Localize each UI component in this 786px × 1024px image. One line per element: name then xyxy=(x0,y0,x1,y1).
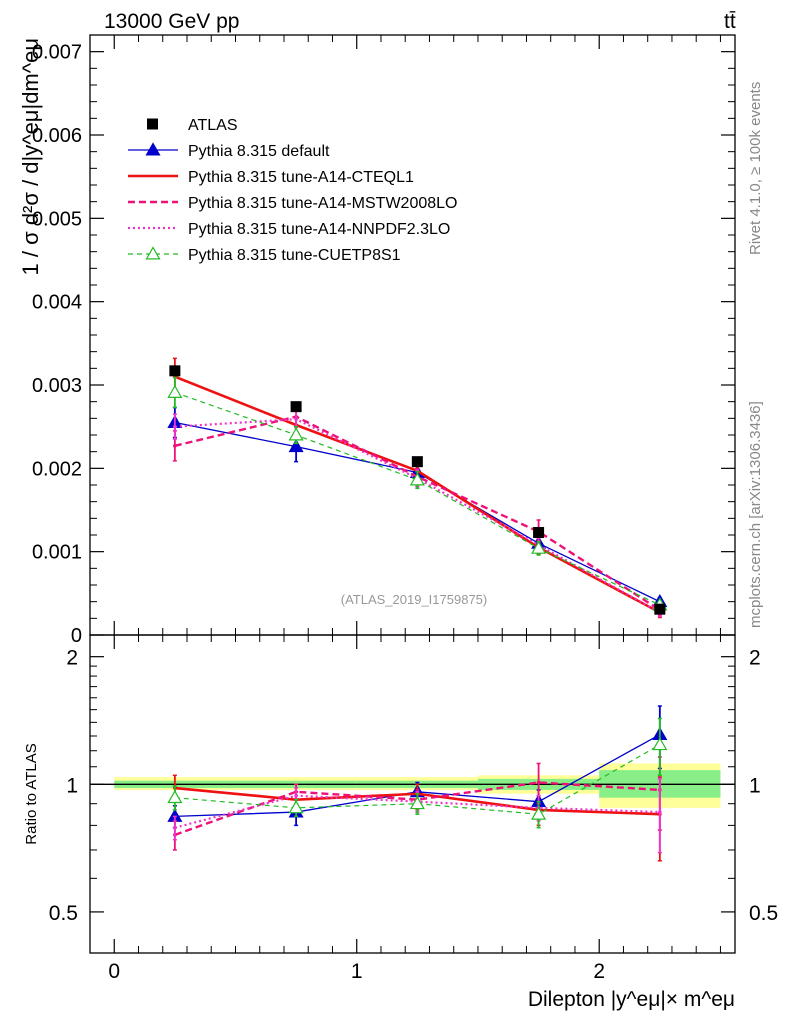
rivet-label: Rivet 4.1.0, ≥ 100k events xyxy=(747,82,764,255)
ratio-series-3-point xyxy=(173,825,177,830)
main-series-0-point xyxy=(288,438,304,453)
main-y-tick-label: 0.005 xyxy=(32,208,82,230)
ratio-y-tick-label-right: 2 xyxy=(749,647,761,670)
analysis-id: (ATLAS_2019_I1759875) xyxy=(341,592,487,607)
ratio-panel: 0.5 0.5 1 1 2 2 0 1 2 Ratio to ATLAS Dilepton |y… xyxy=(23,634,778,1011)
ratio-series-4-point xyxy=(652,736,668,751)
main-series xyxy=(167,357,668,619)
main-y-tick-label: 0.003 xyxy=(32,375,82,397)
atlas-data-point xyxy=(411,456,423,468)
legend-label: Pythia 8.315 tune-A14-NNPDF2.3LO xyxy=(188,221,450,238)
main-series-3-point xyxy=(173,424,177,429)
main-ticks: 0 0.001 0.002 0.003 0.004 0.005 0.006 0.007 xyxy=(32,34,735,647)
ratio-ticks: 0.5 0.5 1 1 2 2 0 1 2 xyxy=(49,635,778,983)
ratio-series-4-point xyxy=(167,789,183,804)
ratio-y-label: Ratio to ATLAS xyxy=(23,743,40,844)
ratio-y-tick-label-right: 0.5 xyxy=(749,902,778,925)
ratio-series-4-point xyxy=(288,800,304,814)
main-panel: 0 0.001 0.002 0.003 0.004 0.005 0.006 0.007 (AT… xyxy=(18,34,736,647)
legend: ATLAS Pythia 8.315 default Pythia 8.315 tu… xyxy=(128,117,457,264)
main-y-tick-label: 0.004 xyxy=(32,292,82,314)
legend-atlas-marker xyxy=(147,118,158,130)
ratio-y-tick-label: 2 xyxy=(66,647,78,670)
legend-marker-cuetp8s1 xyxy=(145,246,161,260)
x-axis-label: Dilepton |y^eμ|× m^eμ xyxy=(528,988,735,1011)
atlas-data-point xyxy=(533,527,545,538)
main-series-4-line xyxy=(174,391,661,606)
atlas-data-point xyxy=(169,365,181,377)
main-series-3-line xyxy=(174,418,661,614)
main-y-tick-label: 0 xyxy=(71,625,82,647)
main-y-label: 1 / σ d²σ / d|y^eμ|dm^eμ xyxy=(18,38,43,275)
ratio-series-4-line xyxy=(174,744,661,815)
atlas-data-point xyxy=(654,603,666,615)
main-series-3-point xyxy=(294,417,298,421)
legend-label: ATLAS xyxy=(188,117,238,134)
ratio-series-3-point xyxy=(658,810,662,814)
main-series-4-point xyxy=(167,384,183,398)
ratio-series-4-point xyxy=(531,806,547,820)
main-series-4-point xyxy=(531,540,547,554)
ratio-frame xyxy=(89,634,736,954)
main-y-tick-label: 0.006 xyxy=(32,125,82,147)
main-series-1-line xyxy=(174,375,661,614)
main-series-2-point xyxy=(173,444,177,448)
x-tick-label: 1 xyxy=(351,960,363,983)
legend-label: Pythia 8.315 tune-A14-CTEQL1 xyxy=(188,169,414,186)
ratio-y-tick-label-right: 1 xyxy=(749,774,761,797)
energy-label: 13000 GeV pp xyxy=(104,10,239,33)
x-tick-label: 2 xyxy=(593,960,605,983)
mcplots-label: mcplots.cern.ch [arXiv:1306.3436] xyxy=(747,401,764,628)
ratio-series-2-line xyxy=(174,781,660,836)
legend-label: Pythia 8.315 tune-CUETP8S1 xyxy=(188,247,401,264)
main-y-tick-label: 0.001 xyxy=(32,542,82,564)
process-label: tt̄ xyxy=(724,10,736,33)
main-frame xyxy=(89,34,736,636)
atlas-data-point xyxy=(290,401,302,413)
ratio-y-tick-label: 1 xyxy=(66,774,78,797)
legend-label: Pythia 8.315 tune-A14-MSTW2008LO xyxy=(188,195,457,212)
main-series-2-line xyxy=(174,415,661,612)
ratio-series-3-point xyxy=(294,793,298,798)
main-series-4-point xyxy=(409,472,425,486)
ratio-series-4-point xyxy=(409,795,425,810)
legend-label: Pythia 8.315 default xyxy=(188,143,330,160)
ratio-series-2-point xyxy=(536,780,541,785)
ratio-y-tick-label: 0.5 xyxy=(49,902,78,925)
x-tick-label: 0 xyxy=(108,960,120,983)
main-y-tick-label: 0.007 xyxy=(32,42,82,64)
main-y-tick-label: 0.002 xyxy=(32,458,82,480)
main-series-4-point xyxy=(288,427,304,441)
legend-marker-pythia_default xyxy=(145,142,161,156)
ratio-series xyxy=(167,705,668,862)
